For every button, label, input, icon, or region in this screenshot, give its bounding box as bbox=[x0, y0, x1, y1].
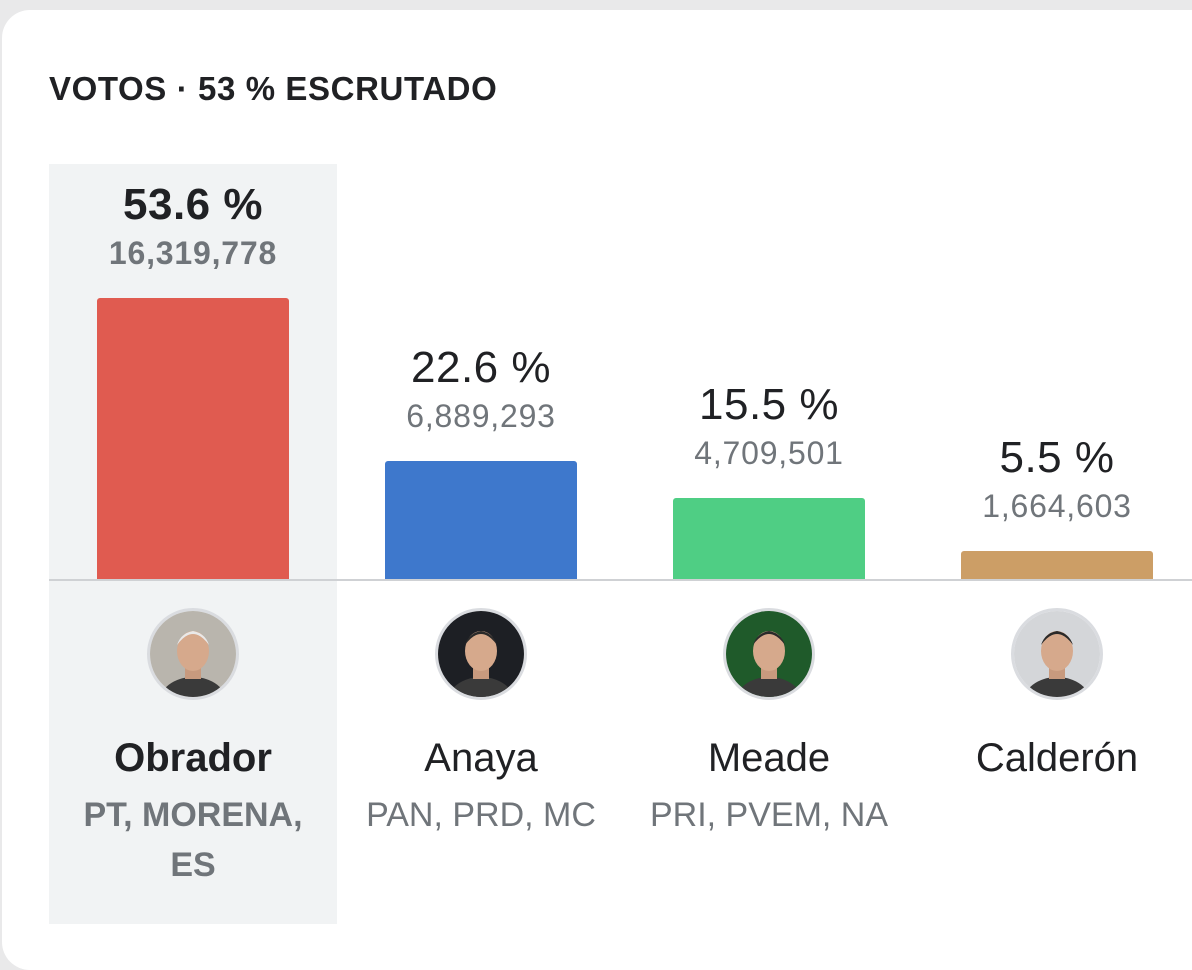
candidate-parties: PAN, PRD, MC bbox=[366, 796, 596, 834]
data-label-votes: 4,709,501 bbox=[694, 435, 844, 471]
candidate-photo-icon bbox=[435, 608, 527, 700]
data-label-percent: 53.6 % bbox=[123, 180, 263, 229]
tick-label-candidate: Meade bbox=[707, 736, 831, 780]
tick-label-candidate: Calderón bbox=[975, 736, 1139, 780]
bar-obrador bbox=[97, 298, 289, 580]
data-label-percent: 5.5 % bbox=[999, 433, 1115, 482]
bar-meade bbox=[673, 498, 865, 580]
tick-label-candidate: Anaya bbox=[424, 736, 538, 780]
chart-baseline bbox=[49, 579, 1192, 581]
data-label-votes: 6,889,293 bbox=[406, 398, 556, 434]
data-label-votes: 1,664,603 bbox=[982, 488, 1132, 524]
chart-title: VOTOS · 53 % ESCRUTADO bbox=[49, 70, 498, 107]
candidate-photo-icon bbox=[723, 608, 815, 700]
bar-anaya bbox=[385, 461, 577, 580]
bar-calderón bbox=[961, 551, 1153, 580]
candidate-parties: PRI, PVEM, NA bbox=[649, 796, 889, 834]
data-label-percent: 22.6 % bbox=[411, 343, 551, 392]
candidate-photo-icon bbox=[1011, 608, 1103, 700]
candidate-photo-icon bbox=[147, 608, 239, 700]
candidate-parties: PT, MORENA, ES bbox=[83, 796, 303, 884]
tick-label-candidate: Obrador bbox=[114, 736, 272, 780]
data-label-percent: 15.5 % bbox=[699, 380, 839, 429]
data-label-votes: 16,319,778 bbox=[108, 235, 278, 271]
